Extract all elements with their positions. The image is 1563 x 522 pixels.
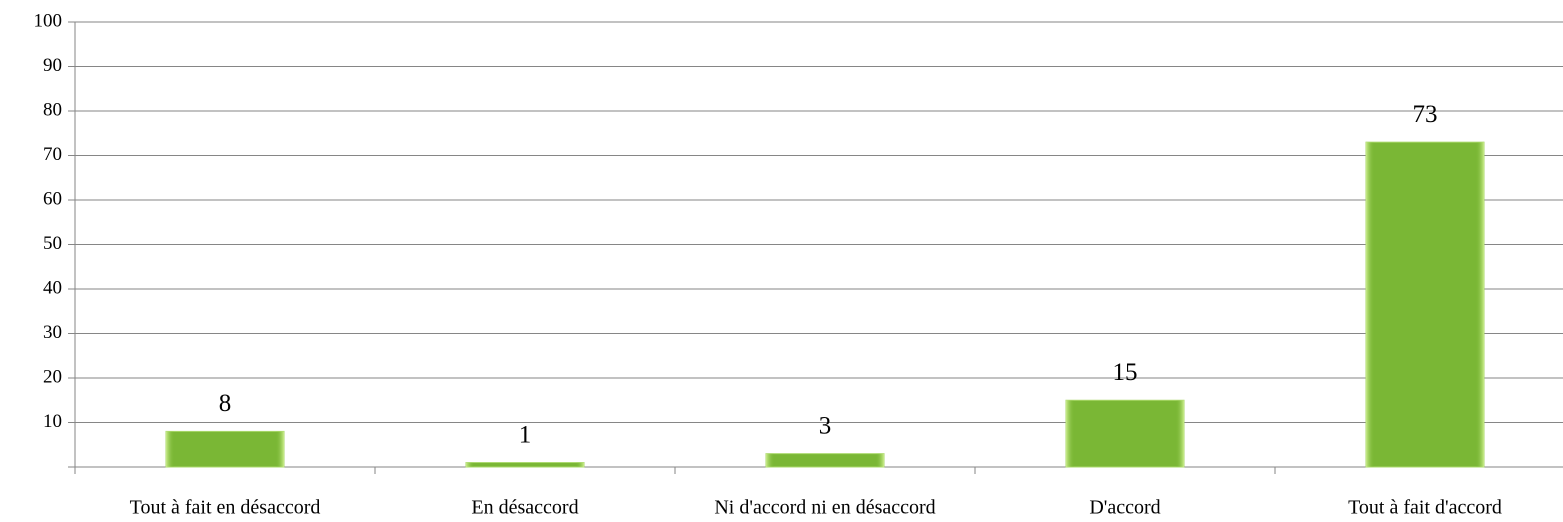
y-tick-label: 70	[43, 144, 62, 165]
bar-highlight	[1366, 142, 1484, 467]
bar-highlight	[1066, 400, 1184, 467]
y-tick-label: 50	[43, 233, 62, 254]
y-tick-label: 90	[43, 55, 62, 76]
x-tick-label: Ni d'accord ni en désaccord	[714, 497, 935, 519]
y-tick-label: 80	[43, 99, 62, 120]
y-tick-label: 10	[43, 411, 62, 432]
bar-highlight	[466, 462, 584, 467]
value-label: 8	[219, 390, 232, 417]
value-label: 3	[819, 412, 832, 439]
y-tick-label: 100	[34, 10, 63, 31]
bar-highlight	[766, 453, 884, 467]
y-tick-label: 20	[43, 366, 62, 387]
value-label: 73	[1413, 101, 1438, 128]
value-label: 15	[1113, 359, 1138, 386]
x-tick-label: Tout à fait d'accord	[1348, 497, 1502, 519]
y-tick-label: 40	[43, 277, 62, 298]
y-tick-label: 30	[43, 322, 62, 343]
value-label: 1	[519, 421, 532, 448]
x-tick-label: D'accord	[1089, 497, 1160, 519]
x-tick-label: En désaccord	[471, 497, 578, 519]
x-tick-label: Tout à fait en désaccord	[130, 497, 321, 519]
bar-highlight	[166, 431, 284, 467]
y-tick-label: 60	[43, 188, 62, 209]
